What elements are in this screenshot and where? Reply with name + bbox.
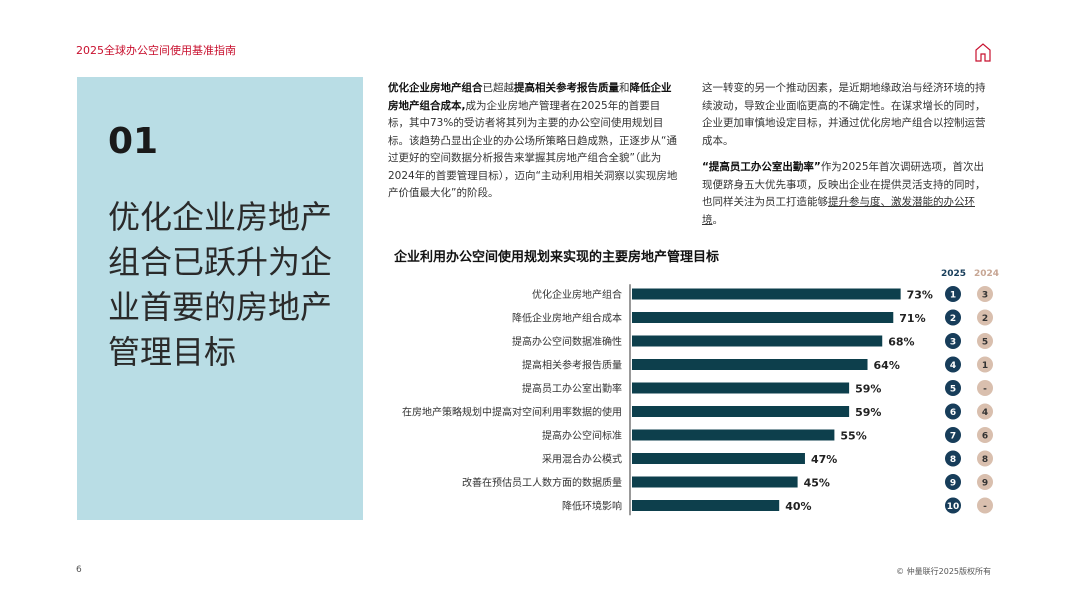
year-label-2024: 2024 — [974, 269, 1000, 279]
rank-2025-label: 3 — [950, 338, 956, 348]
rank-2025-label: 7 — [950, 432, 956, 442]
rank-2025-label: 5 — [950, 385, 956, 395]
bar — [632, 476, 798, 488]
bar — [632, 359, 868, 370]
category-label: 提高相关参考报告质量 — [522, 359, 622, 372]
body-text-span: 这一转变的另一个推动因素，是近期地缘政治与经济环境的持续波动，导致企业面临更高的… — [702, 82, 986, 147]
category-label: 降低企业房地产组合成本 — [512, 312, 622, 325]
body-text-span: 。 — [712, 213, 724, 226]
body-text-span: 已超越 — [482, 82, 515, 94]
rank-2025-label: 4 — [950, 361, 956, 371]
value-label: 55% — [840, 430, 866, 443]
page-number: 6 — [76, 565, 82, 575]
rank-2024-badge — [977, 309, 993, 326]
header-title: 2025全球办公空间使用基准指南 — [76, 44, 236, 57]
rank-2025-label: 8 — [950, 455, 956, 465]
bar — [632, 429, 835, 441]
category-label: 提高办公空间标准 — [542, 429, 622, 442]
home-icon[interactable] — [974, 42, 992, 62]
body-text-span: 作为2025年首次调研选项，首次出现便跻身五大优先事项，反映出企业在提供灵活支持… — [702, 161, 986, 208]
category-label: 改善在预估员工人数方面的数据质量 — [462, 476, 622, 489]
rank-2025-label: 9 — [950, 479, 956, 489]
chart-title: 企业利用办公空间使用规划来实现的主要房地产管理目标 — [394, 250, 720, 265]
body-text-span: 成为企业房地产管理者在2025年的首要目标，其中73%的受访者将其列为主要的办公… — [388, 99, 678, 200]
rank-2025-badge — [945, 380, 961, 396]
rank-2025-badge — [945, 286, 961, 302]
bar — [632, 288, 901, 300]
rank-2025-badge — [945, 333, 961, 349]
value-label: 45% — [804, 477, 830, 490]
value-label: 40% — [785, 500, 811, 513]
rank-2024-badge — [977, 450, 993, 467]
emphasis-text: 优化企业房地产组合 — [388, 82, 483, 94]
rank-2024-badge — [977, 474, 993, 490]
category-label: 优化企业房地产组合 — [532, 288, 622, 301]
bar — [632, 453, 805, 464]
emphasis-text: 降低企业房地产组合成本, — [388, 82, 672, 112]
value-label: 47% — [811, 453, 837, 466]
rank-2025-label: 1 — [950, 291, 956, 301]
category-label: 提高办公空间数据准确性 — [512, 335, 622, 348]
rank-2024-label: 3 — [982, 291, 988, 301]
bar — [632, 500, 780, 511]
bar — [632, 406, 850, 417]
category-label: 在房地产策略规划中提高对空间利用率数据的使用 — [402, 406, 622, 419]
rank-2025-badge — [945, 309, 961, 326]
body-paragraph-2: 这一转变的另一个推动因素，是近期地缘政治与经济环境的持续波动，导致企业面临更高的… — [702, 80, 992, 150]
rank-2024-label: - — [983, 385, 987, 395]
rank-2025-badge — [945, 427, 961, 443]
rank-2025-badge — [945, 474, 961, 490]
rank-2024-badge — [977, 497, 993, 514]
section-number: 01 — [108, 121, 159, 162]
rank-2024-badge — [977, 286, 993, 302]
emphasis-text: 提高相关参考报告质量 — [514, 82, 619, 94]
rank-2024-label: 6 — [982, 432, 988, 442]
rank-2024-label: 9 — [982, 479, 988, 489]
rank-2024-badge — [977, 333, 993, 349]
rank-2025-badge — [945, 356, 961, 373]
section-panel: 01 优化企业房地产组合已跃升为企业首要的房地产管理目标 — [77, 77, 363, 520]
underlined-text: 提升参与度、激发潜能的办公环境 — [702, 196, 975, 226]
rank-2025-label: 6 — [950, 408, 956, 418]
bar — [632, 312, 894, 323]
value-label: 73% — [907, 289, 933, 302]
rank-2024-badge — [977, 427, 993, 443]
rank-2025-label: 10 — [947, 502, 960, 512]
rank-2025-badge — [945, 497, 961, 514]
category-label: 提高员工办公室出勤率 — [522, 382, 622, 395]
rank-2025-label: 2 — [950, 314, 956, 324]
body-text-span: 和 — [619, 82, 630, 94]
body-paragraph-3: “提高员工办公室出勤率”作为2025年首次调研选项，首次出现便跻身五大优先事项，… — [702, 159, 992, 229]
value-label: 68% — [888, 336, 914, 349]
section-title: 优化企业房地产组合已跃升为企业首要的房地产管理目标 — [108, 198, 333, 371]
category-label: 降低环境影响 — [562, 500, 622, 513]
emphasis-text: “提高员工办公室出勤率” — [702, 161, 821, 173]
body-paragraph-1: 优化企业房地产组合已超越提高相关参考报告质量和降低企业房地产组合成本,成为企业房… — [388, 80, 678, 203]
rank-2024-badge — [977, 356, 993, 373]
value-label: 59% — [855, 383, 881, 396]
rank-2024-label: 5 — [982, 338, 988, 348]
copyright-text: © 仲量联行2025版权所有 — [896, 567, 991, 576]
rank-2024-badge — [977, 403, 993, 420]
rank-2025-badge — [945, 450, 961, 467]
value-label: 71% — [899, 312, 925, 325]
rank-2024-badge — [977, 380, 993, 396]
value-label: 64% — [874, 359, 900, 372]
rank-2024-label: 1 — [982, 361, 988, 371]
bar — [632, 335, 883, 347]
rank-2024-label: 8 — [982, 455, 988, 465]
value-label: 59% — [855, 406, 881, 419]
bar — [632, 382, 850, 394]
rank-2024-label: 2 — [982, 314, 988, 324]
year-label-2025: 2025 — [941, 269, 967, 279]
rank-2025-badge — [945, 403, 961, 420]
category-label: 采用混合办公模式 — [542, 453, 622, 466]
rank-2024-label: - — [983, 502, 987, 512]
rank-2024-label: 4 — [982, 408, 988, 418]
